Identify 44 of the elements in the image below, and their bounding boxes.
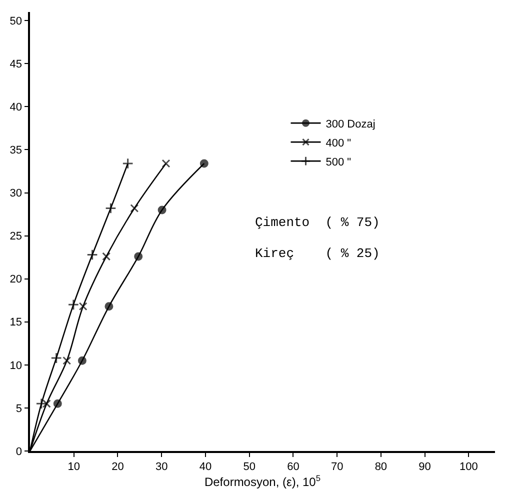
x-tick-label: 70 [330,460,344,473]
point [78,302,88,311]
y-tick-label: 0 [16,446,22,458]
y-tick-label: 35 [10,144,22,157]
point [36,398,48,410]
x-tick-label: 10 [68,460,80,473]
point [130,204,139,213]
point [102,252,111,261]
legend-label: 500 " [326,156,352,168]
point [104,302,114,311]
x-axis-title: Deformosyon, (ε), 10$^{5}$ [204,472,321,489]
x-tick-label: 100 [460,460,478,473]
point [122,158,134,170]
point [68,299,80,310]
point [162,159,170,168]
x-tick-label: 30 [155,460,168,473]
legend-label: 300 Dozaj [326,118,376,130]
point [62,356,72,365]
point [105,202,116,214]
y-tick-label: 30 [10,188,22,200]
point [158,206,166,214]
y-tick-label: 20 [10,274,22,286]
y-tick-label: 25 [10,230,22,243]
y-tick-label: 50 [10,15,22,28]
x-tick-label: 40 [199,460,212,473]
x-tick-label: 90 [418,460,431,473]
y-tick-label: 10 [10,360,22,372]
x-tick-label: 80 [374,460,388,473]
point [78,356,86,365]
y-tick-label: 5 [16,402,22,415]
point [86,249,98,260]
annotation: Çimento ( % 75) [255,215,380,230]
point [200,159,208,168]
y-tick-label: 40 [10,102,22,114]
point [50,352,62,364]
y-tick-label: 45 [10,58,22,70]
point [53,399,62,408]
point [134,252,143,261]
annotation: Kireç ( % 25) [255,246,380,261]
legend-label: 400 " [326,137,352,150]
y-tick-label: 15 [10,316,22,329]
x-tick-label: 60 [287,460,300,473]
x-tick-label: 50 [243,460,256,473]
x-tick-label: 20 [112,460,124,473]
